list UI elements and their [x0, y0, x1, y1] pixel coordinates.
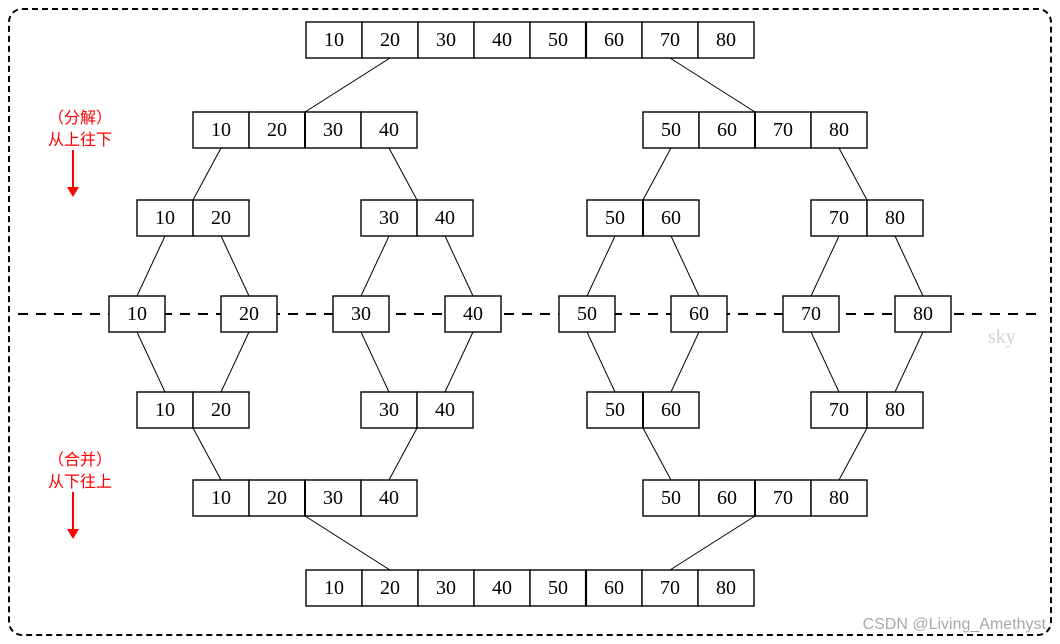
svg-text:60: 60 [604, 577, 624, 599]
merge-arrow [72, 492, 74, 537]
watermark-sky: sky [988, 326, 1016, 349]
svg-text:50: 50 [577, 303, 597, 325]
svg-text:40: 40 [435, 207, 455, 229]
svg-text:80: 80 [716, 29, 736, 51]
svg-text:80: 80 [829, 487, 849, 509]
watermark-csdn: CSDN @Living_Amethyst [863, 616, 1046, 634]
svg-text:40: 40 [435, 399, 455, 421]
svg-text:10: 10 [324, 577, 344, 599]
svg-text:20: 20 [211, 399, 231, 421]
watermark-sky-text: sky [988, 326, 1016, 348]
svg-text:40: 40 [492, 29, 512, 51]
svg-text:40: 40 [379, 119, 399, 141]
svg-text:20: 20 [380, 29, 400, 51]
svg-text:80: 80 [829, 119, 849, 141]
decompose-arrow [72, 150, 74, 195]
svg-text:50: 50 [661, 119, 681, 141]
svg-text:40: 40 [379, 487, 399, 509]
svg-text:70: 70 [829, 399, 849, 421]
svg-text:80: 80 [885, 399, 905, 421]
svg-text:30: 30 [379, 399, 399, 421]
svg-text:20: 20 [239, 303, 259, 325]
svg-text:70: 70 [773, 119, 793, 141]
watermark-csdn-text: CSDN @Living_Amethyst [863, 616, 1046, 633]
svg-text:10: 10 [155, 399, 175, 421]
svg-text:70: 70 [773, 487, 793, 509]
svg-text:20: 20 [211, 207, 231, 229]
svg-text:10: 10 [127, 303, 147, 325]
svg-text:50: 50 [605, 207, 625, 229]
svg-text:80: 80 [913, 303, 933, 325]
svg-text:80: 80 [885, 207, 905, 229]
svg-text:70: 70 [660, 29, 680, 51]
mergesort-diagram: 10 20 30 40 50 60 70 80 10 20 30 40 50 60 70 80 10 20 30 40… [0, 0, 1060, 644]
svg-text:30: 30 [323, 119, 343, 141]
svg-text:40: 40 [463, 303, 483, 325]
svg-text:30: 30 [436, 29, 456, 51]
svg-text:30: 30 [379, 207, 399, 229]
svg-text:20: 20 [267, 119, 287, 141]
svg-text:50: 50 [661, 487, 681, 509]
svg-text:80: 80 [716, 577, 736, 599]
decompose-label: （分解） 从上往下 [48, 108, 112, 151]
svg-text:20: 20 [380, 577, 400, 599]
svg-text:10: 10 [211, 487, 231, 509]
svg-text:70: 70 [829, 207, 849, 229]
svg-text:60: 60 [689, 303, 709, 325]
svg-text:60: 60 [661, 399, 681, 421]
svg-text:60: 60 [661, 207, 681, 229]
svg-text:40: 40 [492, 577, 512, 599]
svg-text:30: 30 [436, 577, 456, 599]
svg-text:50: 50 [548, 577, 568, 599]
svg-text:30: 30 [351, 303, 371, 325]
svg-text:60: 60 [604, 29, 624, 51]
svg-text:50: 50 [605, 399, 625, 421]
svg-text:10: 10 [324, 29, 344, 51]
svg-text:50: 50 [548, 29, 568, 51]
svg-text:60: 60 [717, 119, 737, 141]
svg-text:30: 30 [323, 487, 343, 509]
merge-label: （合并） 从下往上 [48, 450, 112, 493]
svg-text:20: 20 [267, 487, 287, 509]
svg-text:10: 10 [155, 207, 175, 229]
svg-text:70: 70 [660, 577, 680, 599]
svg-text:70: 70 [801, 303, 821, 325]
svg-text:10: 10 [211, 119, 231, 141]
svg-text:60: 60 [717, 487, 737, 509]
